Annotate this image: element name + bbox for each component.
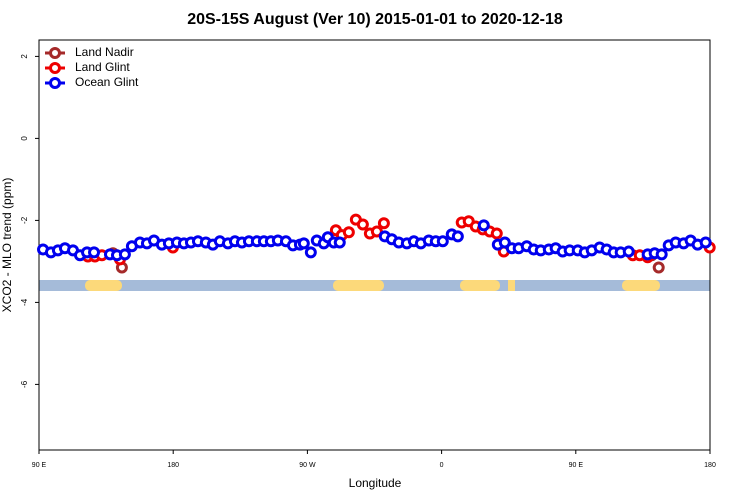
- data-point: [88, 246, 101, 259]
- data-point: [652, 261, 665, 274]
- legend-label: Land Nadir: [75, 45, 134, 59]
- x-tick-label: 90 W: [299, 462, 316, 469]
- y-tick-label: 0: [20, 136, 29, 141]
- x-tick-label: 180: [167, 462, 179, 469]
- y-tick-label: -6: [20, 380, 29, 388]
- legend-marker: [49, 62, 61, 74]
- legend-label: Land Glint: [75, 60, 130, 74]
- data-point: [699, 236, 712, 249]
- data-point: [356, 218, 369, 231]
- chart-title: 20S-15S August (Ver 10) 2015-01-01 to 20…: [187, 11, 563, 28]
- legend-label: Ocean Glint: [75, 75, 139, 89]
- data-point: [377, 217, 390, 230]
- legend-marker: [49, 47, 61, 59]
- data-point: [477, 219, 490, 232]
- data-point: [451, 230, 464, 243]
- data-point: [490, 227, 503, 240]
- legend-marker: [49, 77, 61, 89]
- land-ocean-strip: [39, 280, 710, 291]
- data-point: [333, 236, 346, 249]
- data-point: [342, 226, 355, 239]
- data-point: [655, 248, 668, 261]
- x-tick-label: 0: [440, 462, 444, 469]
- y-tick-label: -2: [20, 216, 29, 224]
- y-tick-label: -4: [20, 298, 29, 306]
- y-axis-label: XCO2 - MLO trend (ppm): [0, 178, 14, 313]
- x-tick-label: 90 E: [569, 462, 584, 469]
- data-point: [304, 246, 317, 259]
- data-point: [297, 237, 310, 250]
- x-tick-label: 90 E: [32, 462, 47, 469]
- x-axis-label: Longitude: [349, 476, 402, 490]
- data-point: [436, 235, 449, 248]
- data-point: [118, 248, 131, 261]
- y-tick-label: 2: [20, 54, 29, 59]
- x-tick-label: 180: [704, 462, 716, 469]
- data-point: [622, 245, 635, 258]
